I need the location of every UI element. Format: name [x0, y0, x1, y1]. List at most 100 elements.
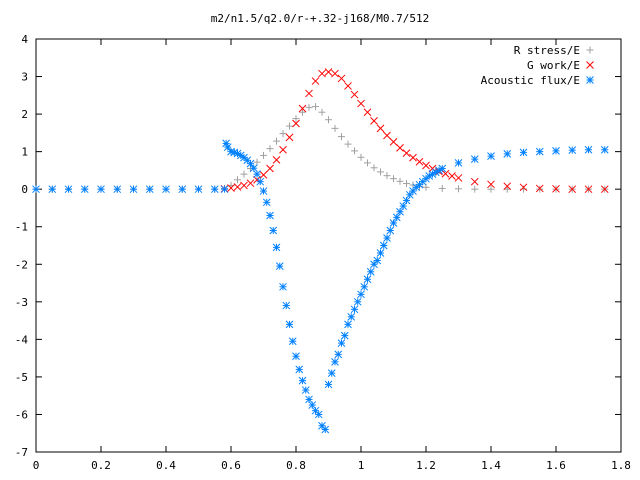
y-tick-label: -1 [15, 221, 28, 234]
x-tick-label: 0.8 [286, 459, 306, 472]
data-point [338, 133, 345, 141]
y-tick-label: 4 [21, 33, 28, 46]
data-point [403, 180, 410, 188]
data-point [233, 183, 242, 191]
data-point [422, 161, 430, 170]
data-point [364, 159, 371, 167]
data-point [227, 184, 235, 192]
data-point [305, 103, 313, 111]
data-point [234, 176, 241, 184]
data-point [357, 153, 365, 161]
data-point [396, 177, 404, 185]
data-point [305, 89, 313, 98]
data-point [279, 130, 287, 138]
data-point [396, 144, 404, 152]
y-tick-label: -3 [15, 296, 28, 309]
data-point [344, 320, 352, 329]
data-point [568, 146, 577, 154]
data-point [298, 376, 307, 385]
y-tick-label: -5 [15, 371, 28, 384]
data-point [285, 133, 294, 142]
data-point [331, 69, 339, 78]
series-0 [32, 103, 609, 193]
x-tick-label: 0 [33, 459, 40, 472]
data-point [282, 301, 291, 310]
data-point [292, 119, 300, 128]
data-point [210, 185, 219, 194]
data-point [383, 172, 391, 180]
data-point [376, 249, 385, 257]
y-tick-label: 3 [21, 71, 28, 84]
x-tick-label: 1.4 [481, 459, 501, 472]
data-point [246, 159, 255, 168]
data-point [286, 122, 293, 130]
data-point [360, 282, 369, 291]
y-tick-label: 0 [21, 183, 28, 196]
data-point [318, 108, 326, 116]
data-point [366, 267, 375, 276]
data-point [240, 181, 248, 190]
data-point [97, 185, 105, 194]
data-point [256, 177, 265, 186]
x-tick-label: 1 [358, 459, 365, 472]
data-point [487, 185, 495, 193]
data-point [470, 155, 479, 163]
data-point [357, 99, 365, 108]
data-point [376, 124, 385, 133]
data-point [272, 243, 281, 252]
data-point [129, 185, 138, 194]
data-point [357, 290, 365, 299]
data-point [454, 159, 463, 167]
data-point [292, 352, 300, 361]
data-point [259, 187, 268, 195]
data-point [390, 175, 397, 183]
data-point [340, 331, 349, 340]
data-point [260, 151, 267, 159]
data-point [145, 185, 154, 194]
data-point [331, 124, 339, 132]
data-point [240, 170, 248, 178]
data-point [353, 297, 362, 306]
data-point [295, 365, 304, 374]
data-point [438, 184, 446, 192]
data-point [262, 198, 271, 207]
data-point [292, 115, 300, 123]
data-point [448, 172, 456, 180]
data-point [370, 116, 378, 125]
data-point [331, 358, 339, 366]
plot-frame [35, 38, 622, 453]
data-point [48, 185, 57, 194]
data-point [266, 145, 274, 153]
data-point [275, 262, 284, 271]
data-point [389, 138, 398, 146]
data-point [311, 77, 320, 85]
data-point [600, 185, 609, 194]
y-tick-label: 1 [21, 146, 28, 159]
data-point [324, 68, 333, 76]
data-point [80, 185, 89, 194]
data-point [272, 156, 281, 164]
data-point [454, 174, 463, 182]
data-point [344, 82, 352, 90]
data-point [389, 219, 398, 227]
data-point [351, 147, 358, 155]
legend-label: Acoustic flux/E [481, 74, 580, 87]
data-point [363, 275, 372, 284]
data-point [415, 157, 424, 166]
legend-marker [586, 61, 594, 69]
legend: R stress/E G work/E Acoustic flux/E [481, 44, 594, 87]
data-point [266, 211, 274, 220]
data-point [383, 131, 391, 140]
data-point [402, 149, 411, 157]
data-point [312, 103, 319, 111]
data-point [568, 185, 577, 194]
data-point [325, 116, 332, 124]
data-point [220, 185, 229, 194]
data-point [535, 147, 544, 156]
data-point [337, 74, 346, 83]
data-point [32, 185, 40, 194]
x-tick-label: 1.8 [611, 459, 631, 472]
data-point [536, 185, 544, 193]
data-point [178, 185, 187, 194]
data-point [299, 108, 306, 116]
